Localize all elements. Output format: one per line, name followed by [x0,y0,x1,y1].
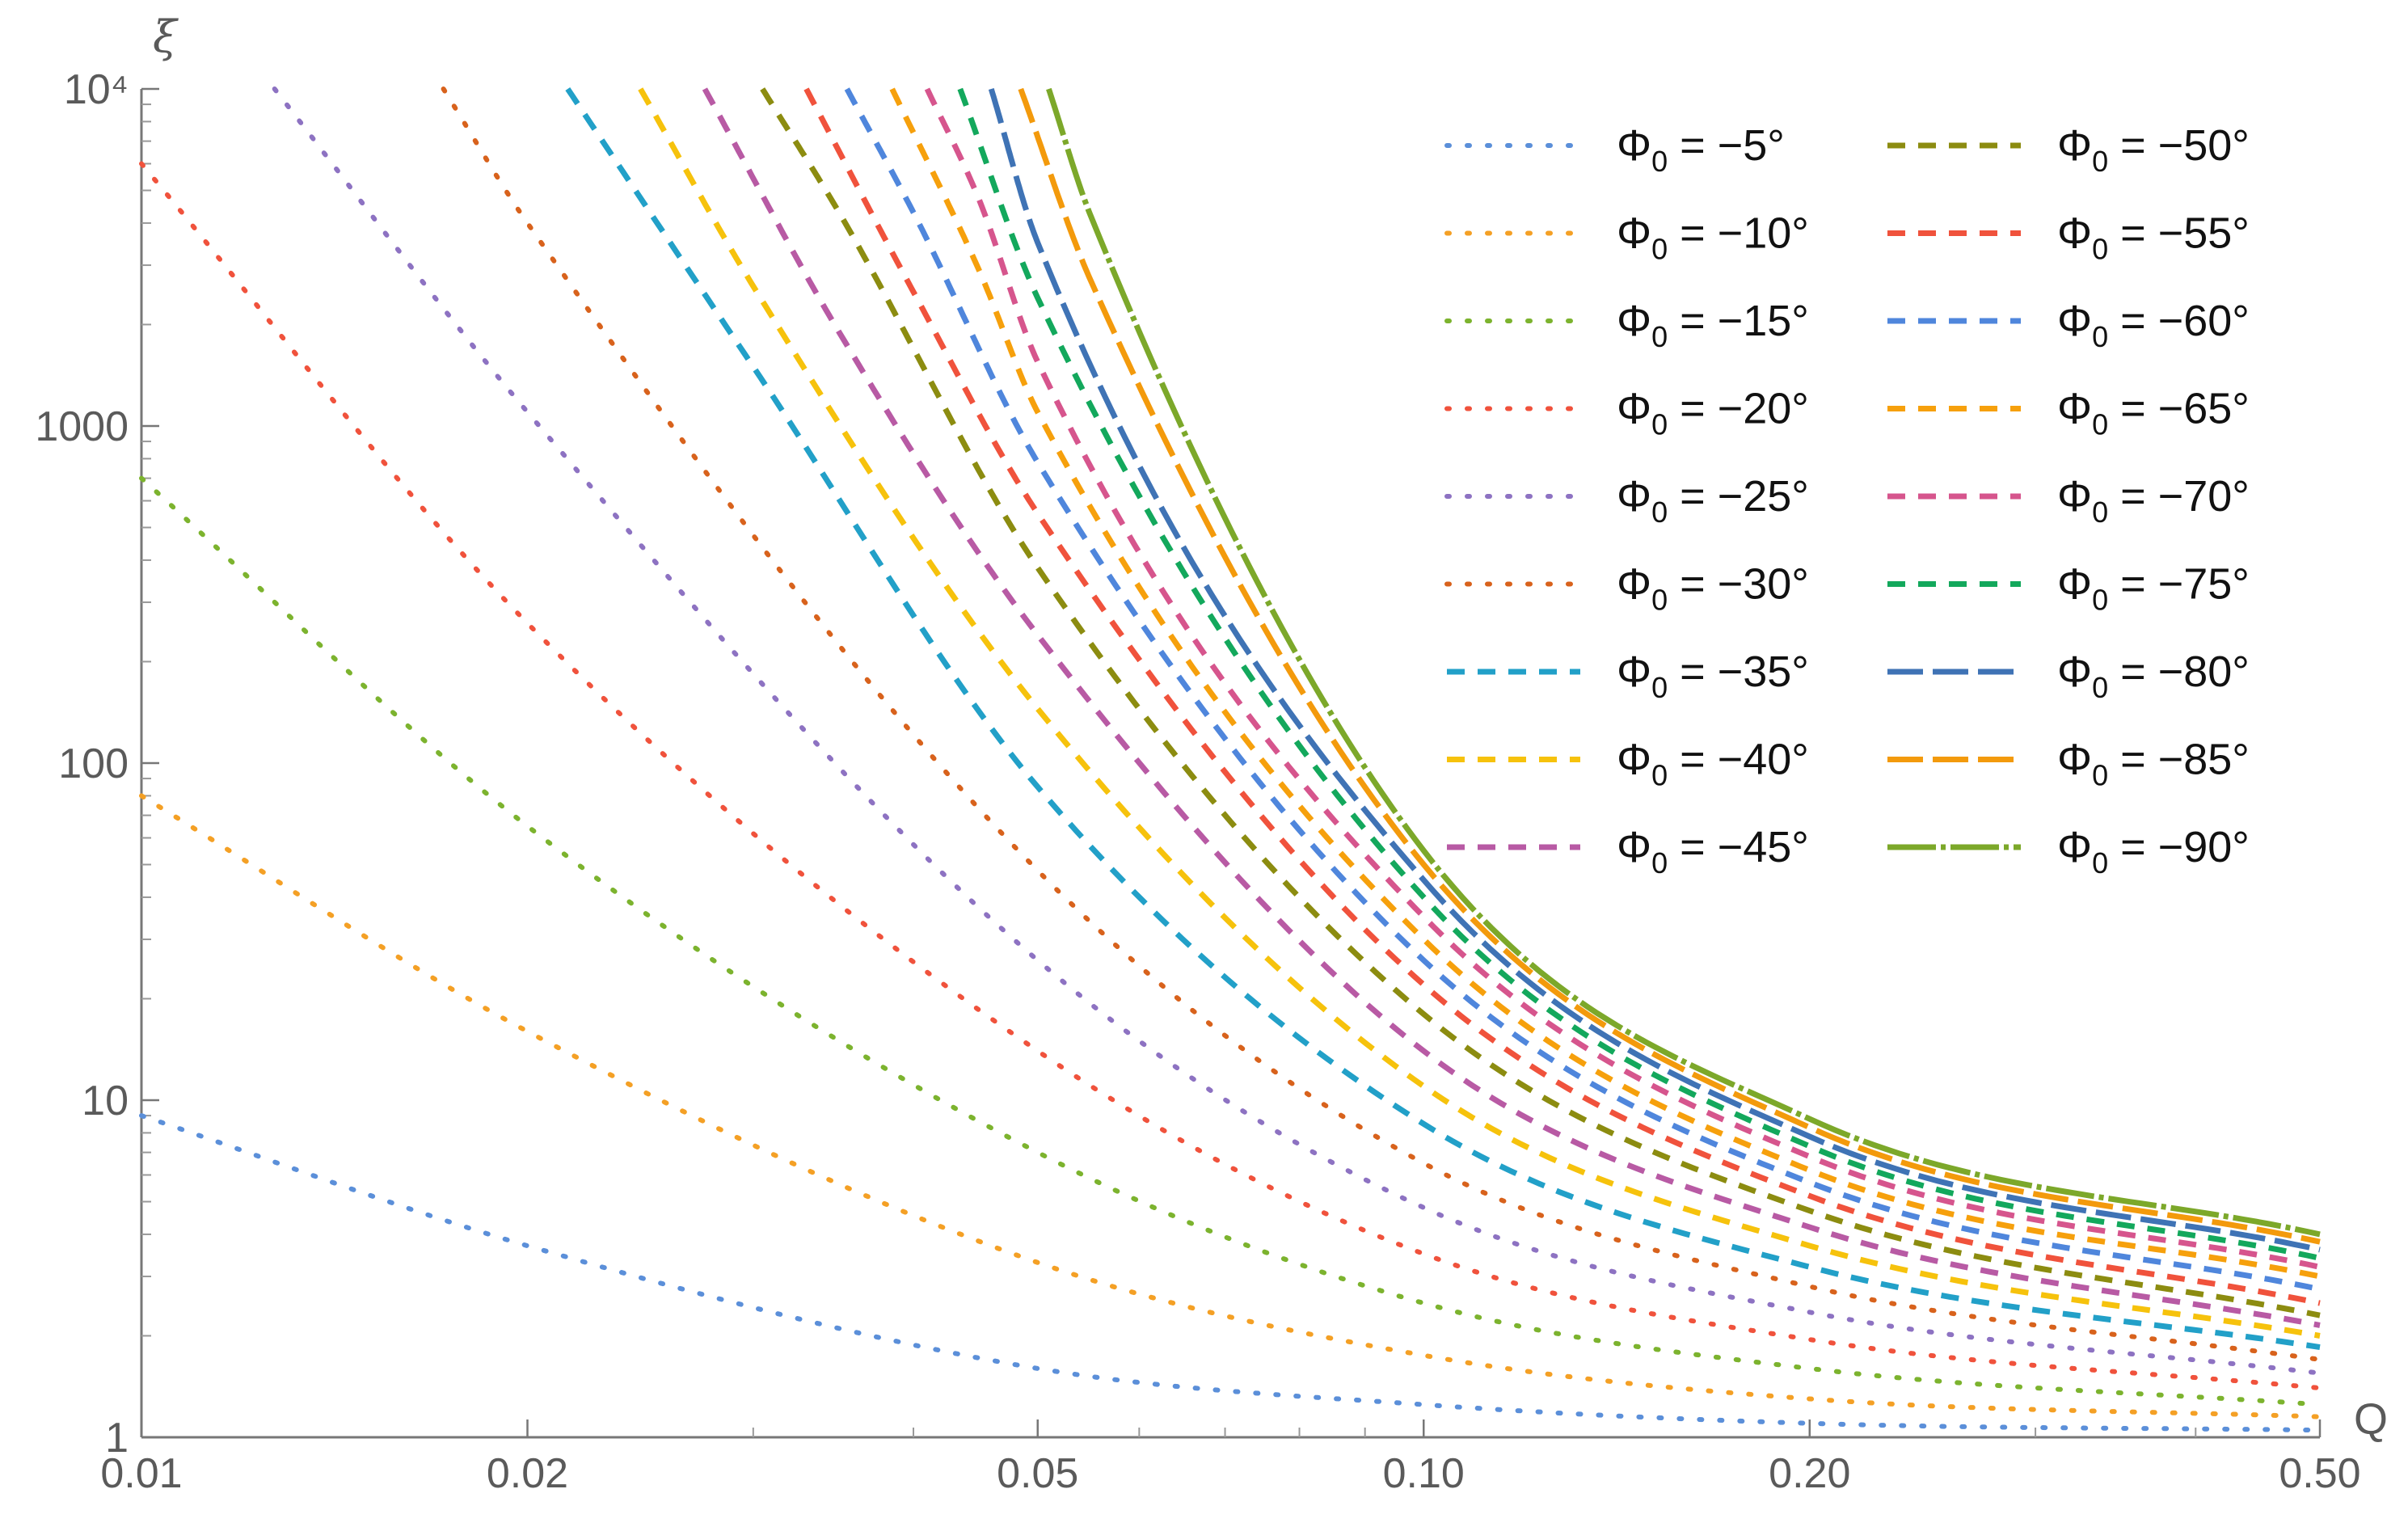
x-tick-label: 0.20 [1769,1450,1850,1497]
legend-label: Φ0 = −40° [1617,736,1809,792]
legend-label: Φ0 = −60° [2057,297,2250,353]
y-tick-label: 100 [58,740,129,787]
legend-label: Φ0 = −90° [2057,823,2250,880]
x-tick-label: 0.05 [997,1450,1078,1497]
legend-label: Φ0 = −80° [2057,647,2250,704]
series-line [139,475,2322,1407]
x-tick-label: 0.01 [100,1450,182,1497]
legend-label: Φ0 = −10° [1617,209,1809,266]
legend-label: Φ0 = −50° [2057,121,2250,178]
series-line [988,88,2321,1253]
series-line [889,87,2321,1280]
series-line [139,161,2322,1391]
x-tick-label: 0.10 [1383,1450,1465,1497]
x-tick-label: 0.50 [2279,1450,2360,1497]
series-line [139,793,2322,1419]
x-axis-title: Q [2354,1395,2388,1444]
series-line [565,87,2321,1351]
series-lines [139,86,2322,1433]
series-line [1046,87,2321,1238]
legend-label: Φ0 = −70° [2057,472,2250,529]
series-line [924,87,2321,1270]
series-line [1018,87,2321,1245]
series-line [957,87,2321,1261]
series-line [638,87,2321,1339]
legend-label: Φ0 = −65° [2057,385,2250,441]
series-line [272,86,2322,1376]
legend-label: Φ0 = −85° [2057,736,2250,792]
axes: 0.01 0.02 0.05 0.10 0.20 0.50 1 10 100 1000 10⁴ ξ Q [35,11,2388,1497]
y-tick-label: 1 [105,1415,129,1462]
legend-label: Φ0 = −35° [1617,647,1809,704]
series-line [760,87,2321,1318]
y-tick-label: 10⁴ [64,66,129,113]
legend: Φ0 = −5° Φ0 = −10° Φ0 = −15° Φ0 = −20° Φ0 = … [1444,121,2250,880]
series-line [702,87,2321,1328]
y-axis-title: ξ [153,11,179,62]
legend-label: Φ0 = −55° [2057,209,2250,266]
x-tick-label: 0.02 [487,1450,568,1497]
legend-label: Φ0 = −5° [1617,121,1785,178]
legend-label: Φ0 = −15° [1617,297,1809,353]
y-tick-label: 10 [82,1078,129,1124]
legend-label: Φ0 = −45° [1617,823,1809,880]
y-tick-label: 1000 [35,403,129,450]
legend-label: Φ0 = −75° [2057,560,2250,617]
series-line [803,87,2321,1306]
legend-label: Φ0 = −20° [1617,385,1809,441]
series-line [441,86,2322,1362]
legend-label: Φ0 = −30° [1617,560,1809,617]
legend-label: Φ0 = −25° [1617,472,1809,529]
